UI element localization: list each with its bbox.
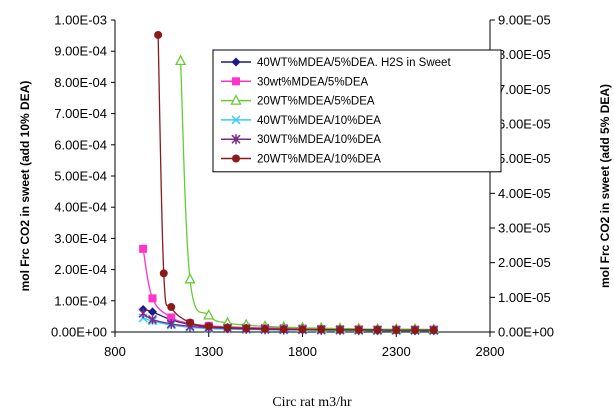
y2-tick-label: 9.00E-05 — [498, 13, 551, 28]
series-layer — [138, 30, 440, 336]
x-tick-label: 2300 — [382, 344, 411, 359]
data-point — [186, 318, 194, 327]
data-point — [392, 326, 401, 335]
legend-label: 20WT%MDEA/10%DEA — [257, 154, 381, 166]
data-point — [159, 269, 168, 278]
legend-marker — [231, 115, 241, 125]
data-point — [354, 325, 363, 334]
data-point — [317, 325, 326, 334]
legend-item: 30wt%MDEA/5%DEA — [221, 76, 369, 88]
x-tick-label: 800 — [104, 344, 126, 359]
data-point — [429, 326, 438, 335]
legend-marker — [231, 134, 241, 145]
y-axis-right: 0.00E+00 1.00E-05 2.00E-05 3.00E-05 4.00E-05… — [490, 13, 554, 340]
x-tick-label: 2800 — [476, 344, 505, 359]
series-line — [179, 60, 434, 331]
y-tick-label: 8.00E-04 — [54, 75, 107, 90]
y2-tick-label: 6.00E-05 — [498, 117, 551, 132]
series-line — [142, 248, 434, 331]
y2-tick-label: 8.00E-05 — [498, 47, 551, 62]
data-point — [261, 324, 269, 333]
x-tick-label: 1800 — [288, 344, 317, 359]
x-axis: 800 1300 1800 2300 2800 — [104, 332, 504, 359]
legend-label: 20WT%MDEA/5%DEA — [257, 96, 375, 108]
legend-label: 30wt%MDEA/5%DEA — [257, 76, 369, 88]
y-axis-left: 0.00E+00 1.00E-04 2.00E-04 3.00E-04 4.00E-04… — [51, 13, 115, 340]
data-point — [139, 244, 148, 253]
data-point — [167, 313, 176, 322]
data-point — [138, 308, 148, 319]
legend-box — [212, 49, 502, 173]
y-tick-label: 6.00E-04 — [54, 137, 107, 152]
data-point — [147, 314, 158, 325]
legend-label: 30WT%MDEA/10%DEA — [257, 134, 381, 146]
data-point — [336, 325, 344, 334]
data-point — [373, 325, 382, 334]
y2-tick-label: 2.00E-05 — [498, 255, 551, 270]
data-point — [242, 324, 251, 333]
legend-item: 20WT%MDEA/10%DEA — [221, 154, 381, 166]
series-2 — [139, 244, 438, 334]
y-axis-left-title: mol Frc CO2 in sweet (add 10% DEA) — [18, 81, 32, 292]
y-tick-label: 5.00E-04 — [54, 169, 107, 184]
legend-marker — [232, 154, 240, 163]
legend-label: 40WT%MDEA/10%DEA — [257, 115, 381, 127]
y-tick-label: 9.00E-04 — [54, 44, 107, 59]
legend-marker — [232, 77, 240, 86]
legend-marker — [231, 57, 241, 67]
y-axis-right-title: mol Frc CO2 in sweet (add 5% DEA) — [598, 84, 612, 288]
legend-item: 30WT%MDEA/10%DEA — [221, 134, 381, 146]
data-point — [167, 303, 176, 312]
y2-tick-label: 1.00E-05 — [498, 290, 551, 305]
y2-tick-label: 3.00E-05 — [498, 221, 551, 236]
legend-item: 40WT%MDEA/10%DEA — [221, 115, 381, 127]
data-point — [298, 325, 307, 334]
data-point — [223, 323, 232, 332]
legend: 40WT%MDEA/5%DEA. H2S in Sweet 30wt%MDEA/5… — [212, 49, 502, 173]
data-point — [203, 308, 215, 320]
data-point — [148, 307, 157, 317]
x-tick-label: 1300 — [194, 344, 223, 359]
y2-tick-label: 5.00E-05 — [498, 151, 551, 166]
x-axis-title: Circ rat m3/hr — [272, 395, 352, 410]
data-point — [279, 325, 288, 334]
y-tick-label: 3.00E-04 — [54, 231, 107, 246]
data-point — [148, 294, 157, 303]
data-point — [154, 30, 163, 39]
y-tick-label: 2.00E-04 — [54, 262, 107, 277]
legend-label: 40WT%MDEA/5%DEA. H2S in Sweet — [257, 57, 451, 69]
legend-item: 20WT%MDEA/5%DEA — [221, 94, 375, 108]
data-point — [184, 272, 196, 284]
y2-tick-label: 0.00E+00 — [498, 325, 554, 340]
y-tick-label: 7.00E-04 — [54, 106, 107, 121]
series-6 — [154, 30, 438, 335]
y-tick-label: 4.00E-04 — [54, 200, 107, 215]
y-tick-label: 0.00E+00 — [51, 325, 107, 340]
y-tick-label: 1.00E-04 — [54, 293, 107, 308]
y2-tick-label: 7.00E-05 — [498, 82, 551, 97]
data-point — [204, 322, 213, 331]
legend-marker — [230, 94, 242, 105]
legend-item: 40WT%MDEA/5%DEA. H2S in Sweet — [221, 57, 451, 69]
data-point — [411, 326, 419, 335]
data-point — [166, 318, 176, 329]
y-tick-label: 1.00E-03 — [54, 13, 107, 28]
data-point — [175, 54, 187, 66]
y2-tick-label: 4.00E-05 — [498, 186, 551, 201]
